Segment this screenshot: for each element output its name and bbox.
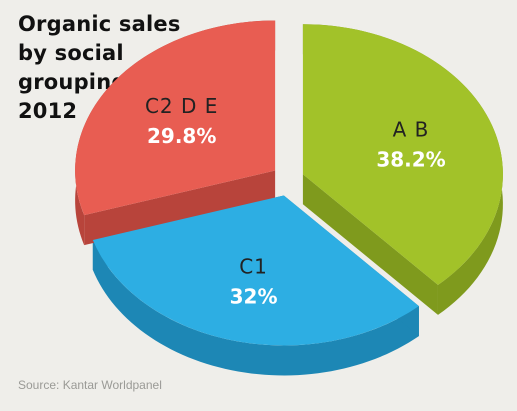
slice-value-label: 32% — [230, 284, 278, 308]
slice-value-label: 38.2% — [376, 148, 445, 172]
slice-wall-0-1 — [302, 174, 438, 315]
slice-name-label: C2 D E — [145, 94, 218, 118]
slice-c2-d-e — [75, 20, 276, 216]
slice-c1 — [92, 195, 419, 346]
slice-a-b — [302, 24, 503, 285]
source-note: Source: Kantar Worldpanel — [18, 378, 162, 392]
chart-title-line: by social — [18, 41, 124, 65]
chart-title-line: Organic sales — [18, 12, 181, 36]
slice-name-label: C1 — [239, 254, 268, 278]
slice-value-label: 29.8% — [147, 124, 216, 148]
chart-title-line: 2012 — [18, 99, 78, 123]
pie-labels: A B 38.2% C1 32% C2 D E 29.8% — [145, 94, 446, 308]
slice-side-1 — [92, 240, 419, 376]
chart-title: Organic sales by social grouping 2012 — [18, 10, 188, 126]
slice-wall-2-0 — [84, 170, 276, 246]
slice-name-label: A B — [393, 118, 430, 142]
pie-tops — [75, 20, 503, 346]
